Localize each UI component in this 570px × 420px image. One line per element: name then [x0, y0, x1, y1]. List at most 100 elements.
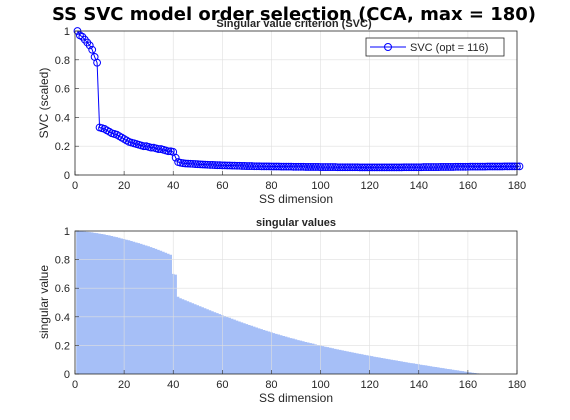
sv-grid	[75, 231, 517, 374]
svc-data-point	[351, 163, 359, 172]
svc-data-point	[304, 163, 313, 171]
svc-data-point	[392, 163, 401, 172]
svc-data-point	[348, 163, 357, 172]
figure-title: SS SVC model order selection (CCA, max =…	[52, 4, 536, 25]
svc-grid	[75, 31, 517, 175]
x-tick-label: 80	[265, 379, 277, 391]
svc-data-point	[378, 163, 386, 172]
svc-data-point	[88, 45, 97, 54]
svc-data-point	[257, 162, 266, 171]
y-tick-label: 0.4	[55, 312, 70, 324]
svc-data-point	[274, 162, 283, 171]
x-tick-label: 180	[508, 379, 526, 391]
svc-y-axis-label: SVC (scaled)	[37, 68, 51, 139]
svc-data-point	[198, 160, 207, 169]
svc-data-point	[154, 145, 163, 153]
svc-data-point	[277, 162, 286, 171]
svc-data-point	[503, 162, 512, 171]
svc-data-point	[301, 163, 310, 171]
svc-data-point	[309, 163, 318, 171]
svc-data-point	[468, 162, 477, 171]
sv-area	[76, 231, 484, 374]
svc-data-point	[225, 161, 234, 170]
svc-data-point	[223, 161, 232, 170]
svc-data-point	[287, 162, 295, 171]
svc-data-point	[316, 163, 325, 171]
svc-axes-box	[74, 30, 518, 176]
svc-data-point	[370, 163, 379, 172]
svc-data-point	[272, 162, 281, 171]
svc-data-point	[449, 163, 458, 171]
svc-data-point	[500, 162, 509, 171]
svc-data-point	[483, 162, 492, 171]
x-tick-label: 120	[360, 379, 378, 391]
svc-ticks: 0 20 40 60 80 100 120 140 160 180 0 0.2 0.4 0.6 0.8 1	[55, 26, 526, 192]
svc-data-point	[405, 163, 413, 172]
svc-data-point	[424, 163, 433, 171]
svc-legend-marker	[384, 43, 392, 51]
svc-data-point	[252, 162, 261, 171]
svc-x-axis-label: SS dimension	[259, 192, 333, 206]
y-tick-label: 0	[64, 170, 70, 182]
sv-ticks: 0 20 40 60 80 100 120 140 160 180 0 0.2 0.4 0.6 0.8 1	[55, 226, 526, 391]
x-tick-label: 100	[311, 379, 329, 391]
svc-data-point	[331, 163, 340, 171]
svc-data-point	[93, 58, 101, 67]
svc-data-point	[427, 163, 435, 171]
svc-data-point	[211, 161, 219, 169]
svc-chart-title: Singular value criterion (SVC)	[216, 18, 372, 30]
y-tick-label: 0.6	[55, 84, 70, 96]
svc-data-point	[203, 160, 212, 169]
svc-data-point	[436, 163, 445, 171]
svc-data-point	[191, 160, 200, 168]
svc-data-point	[451, 162, 460, 171]
svc-data-point	[343, 163, 352, 172]
svc-data-point	[341, 163, 350, 172]
x-tick-label: 80	[265, 180, 277, 192]
svc-data-point	[215, 161, 224, 170]
svc-series-line	[77, 30, 520, 168]
svc-data-point	[353, 163, 362, 172]
svc-data-point	[324, 163, 332, 171]
svc-data-point	[250, 162, 259, 171]
y-tick-label: 0	[64, 369, 70, 381]
svc-data-point	[498, 162, 507, 171]
svc-data-point	[488, 162, 497, 171]
svc-data-point	[299, 162, 308, 171]
svc-data-point	[360, 163, 369, 172]
x-tick-label: 40	[167, 180, 179, 192]
svc-data-point	[240, 162, 249, 170]
svc-data-point	[260, 162, 268, 171]
svc-data-point	[314, 163, 323, 171]
x-tick-label: 140	[410, 180, 428, 192]
svc-data-point	[373, 163, 381, 172]
svc-data-point	[184, 159, 192, 168]
sv-axes-box	[74, 230, 518, 375]
singular-values-chart: 0 20 40 60 80 100 120 140 160 180 0 0.2 0.4 0.6 0.8 1 s…	[37, 217, 526, 405]
svc-data-point	[181, 159, 190, 168]
svc-data-point	[292, 162, 300, 171]
svc-data-point	[355, 163, 364, 172]
svc-data-point	[333, 163, 342, 172]
svc-markers	[73, 27, 524, 172]
svc-data-point	[338, 163, 347, 172]
x-tick-label: 0	[72, 379, 78, 391]
y-tick-label: 0.8	[55, 55, 70, 67]
svc-data-point	[463, 162, 472, 171]
svc-data-point	[395, 163, 404, 172]
svc-data-point	[179, 159, 187, 168]
svc-data-point	[385, 163, 394, 172]
y-tick-label: 1	[64, 226, 70, 238]
svc-data-point	[429, 163, 438, 171]
svc-data-point	[407, 163, 416, 172]
svc-data-point	[434, 163, 443, 171]
svc-data-point	[454, 162, 462, 171]
y-tick-label: 0.4	[55, 112, 70, 124]
svc-data-point	[409, 163, 418, 172]
svc-data-point	[476, 162, 485, 171]
svc-data-point	[508, 162, 516, 171]
svc-data-point	[279, 162, 288, 171]
svc-data-point	[491, 162, 499, 171]
svc-data-point	[289, 162, 298, 171]
